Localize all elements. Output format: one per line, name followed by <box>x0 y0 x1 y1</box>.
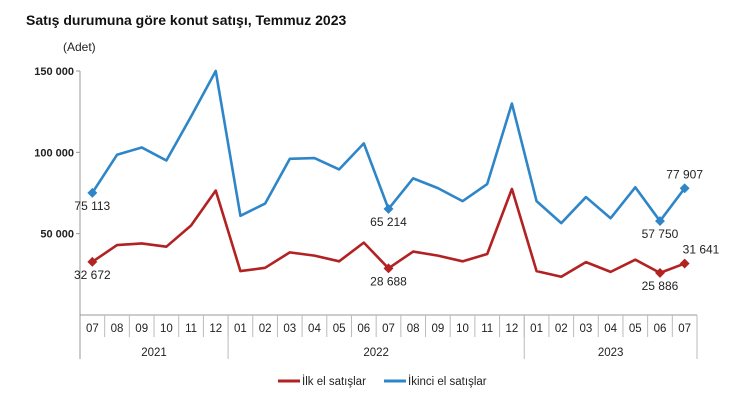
x-tick-label: 06 <box>654 323 667 335</box>
data-label: 31 641 <box>683 243 720 257</box>
x-tick-label: 05 <box>629 323 642 335</box>
x-tick-label: 02 <box>259 323 272 335</box>
x-tick-label: 05 <box>333 323 346 335</box>
x-tick-label: 09 <box>431 323 444 335</box>
x-tick-label: 12 <box>506 323 519 335</box>
data-label: 77 907 <box>666 167 703 181</box>
data-marker <box>655 267 665 278</box>
x-tick-label: 04 <box>604 323 617 335</box>
x-tick-label: 02 <box>555 323 568 335</box>
data-label: 75 113 <box>74 199 110 213</box>
year-label: 2022 <box>363 347 389 359</box>
x-tick-label: 08 <box>407 323 420 335</box>
series-line-ikinci-el <box>91 69 686 225</box>
data-label: 32 672 <box>74 268 111 282</box>
x-tick-label: 03 <box>283 323 296 335</box>
x-tick-label: 07 <box>678 323 691 335</box>
data-marker <box>679 183 690 194</box>
data-marker <box>655 216 665 227</box>
data-marker <box>87 187 98 198</box>
x-tick-label: 11 <box>185 323 197 335</box>
data-label: 65 214 <box>370 215 407 229</box>
x-tick-label: 11 <box>481 323 493 335</box>
x-tick-label: 06 <box>357 323 370 335</box>
legend-entry: İkinci el satışlar <box>408 375 487 388</box>
x-tick-label: 03 <box>580 323 593 335</box>
x-tick-label: 01 <box>234 323 247 335</box>
data-label: 28 688 <box>370 274 407 288</box>
data-marker <box>383 203 394 214</box>
y-tick-label: 150 000 <box>34 66 74 78</box>
x-tick-label: 09 <box>135 323 148 335</box>
x-tick-label: 04 <box>308 323 321 335</box>
x-tick-label: 07 <box>382 323 395 335</box>
y-tick-label: 50 000 <box>40 229 74 241</box>
data-marker <box>679 258 690 269</box>
y-axis-label: (Adet) <box>63 40 96 54</box>
x-tick-label: 12 <box>209 323 222 335</box>
x-tick-label: 07 <box>86 323 99 335</box>
x-tick-label: 10 <box>160 323 173 335</box>
data-label: 57 750 <box>642 227 679 241</box>
y-tick-label: 100 000 <box>34 147 74 159</box>
x-tick-label: 01 <box>530 323 543 335</box>
chart-title: Satış durumuna göre konut satışı, Temmuz… <box>26 12 347 28</box>
data-label: 25 886 <box>642 279 679 293</box>
year-label: 2023 <box>598 347 624 359</box>
year-label: 2021 <box>141 347 167 359</box>
x-tick-label: 08 <box>111 323 124 335</box>
data-marker <box>383 263 394 274</box>
x-tick-label: 10 <box>456 323 469 335</box>
legend-entry: İlk el satışlar <box>302 375 366 388</box>
